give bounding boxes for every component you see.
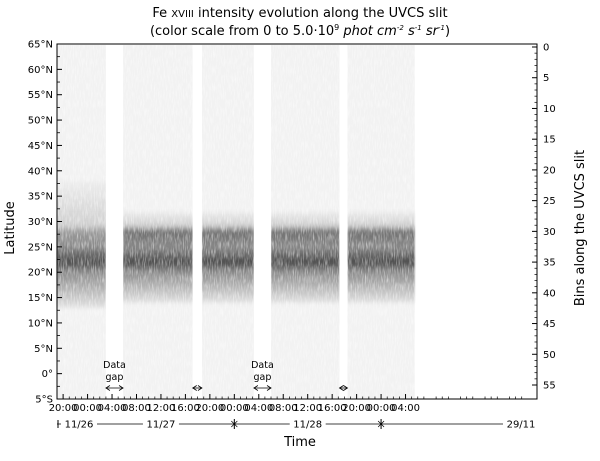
bin-tick-label: 10 bbox=[543, 104, 556, 115]
time-tick-label: 00:00 bbox=[220, 403, 249, 414]
bin-tick-label: 35 bbox=[543, 258, 556, 269]
bin-tick-label: 30 bbox=[543, 227, 556, 238]
day-label-background bbox=[61, 418, 97, 430]
y2-axis-label: Bins along the UVCS slit bbox=[573, 150, 588, 306]
observation-segment bbox=[123, 45, 193, 398]
latitude-tick-label: 35°N bbox=[28, 192, 53, 203]
latitude-tick-label: 40°N bbox=[28, 166, 53, 177]
time-tick-label: 04:00 bbox=[244, 403, 273, 414]
observation-segment bbox=[201, 45, 254, 398]
bin-tick-label: 20 bbox=[543, 165, 556, 176]
time-axis: 20:0000:0004:0008:0012:0016:0020:0000:00… bbox=[49, 394, 523, 414]
data-gap bbox=[339, 45, 348, 398]
time-tick-label: 20:00 bbox=[49, 403, 78, 414]
y-axis-label: Latitude bbox=[3, 201, 18, 255]
time-tick-label: 20:00 bbox=[342, 403, 371, 414]
day-label-background bbox=[142, 418, 179, 430]
observation-segment bbox=[271, 45, 340, 398]
day-label: 11/26 bbox=[65, 420, 94, 431]
day-axis: 11/26 11/27 11/28 29/11 bbox=[57, 418, 539, 431]
bin-tick-label: 45 bbox=[543, 319, 556, 330]
latitude-tick-label: 25°N bbox=[28, 242, 53, 253]
observation-segments bbox=[57, 45, 415, 398]
chart-title-line2: (color scale from 0 to 5.0·109 phot cm-2… bbox=[150, 23, 450, 39]
bin-tick-label: 15 bbox=[543, 135, 556, 146]
noise-texture bbox=[201, 45, 254, 398]
gap-arrow-head-left bbox=[338, 385, 344, 391]
x-axis-label: Time bbox=[283, 435, 316, 450]
time-tick-label: 00:00 bbox=[367, 403, 396, 414]
latitude-tick-label: 50°N bbox=[28, 116, 53, 127]
time-tick-label: 04:00 bbox=[391, 403, 420, 414]
noise-texture bbox=[271, 45, 340, 398]
time-tick-label: 08:00 bbox=[269, 403, 298, 414]
noise-texture bbox=[57, 45, 106, 398]
latitude-tick-label: 65°N bbox=[28, 40, 53, 51]
chart-title-line1: Fe XVIII intensity evolution along the U… bbox=[152, 6, 447, 21]
latitude-tick-label: 5°N bbox=[34, 344, 53, 355]
time-tick-label: 12:00 bbox=[147, 403, 176, 414]
day-label: 11/27 bbox=[147, 420, 176, 431]
gap-arrow-head-right bbox=[118, 385, 124, 391]
time-tick-label: 04:00 bbox=[98, 403, 127, 414]
noise-texture bbox=[347, 45, 415, 398]
data-gap bbox=[253, 45, 272, 398]
data-gap bbox=[192, 45, 202, 398]
gap-arrow-head-right bbox=[266, 385, 272, 391]
time-tick-label: 08:00 bbox=[122, 403, 151, 414]
bin-tick-label: 25 bbox=[543, 196, 556, 207]
observation-segment bbox=[347, 45, 415, 398]
gap-arrow-head-right bbox=[197, 385, 203, 391]
bin-tick-label: 5 bbox=[543, 73, 549, 84]
gap-label-line1: Data bbox=[103, 360, 126, 371]
bin-tick-label: 55 bbox=[543, 381, 556, 392]
data-gap bbox=[105, 45, 124, 398]
bins-axis: 0 5 10 15 20 25 30 35 40 45 50 55 bbox=[532, 43, 556, 392]
latitude-tick-label: 15°N bbox=[28, 293, 53, 304]
latitude-tick-label: 5°S bbox=[35, 395, 53, 406]
gap-arrow-head-left bbox=[105, 385, 111, 391]
gap-label-line2: gap bbox=[106, 372, 124, 383]
latitude-tick-label: 55°N bbox=[28, 90, 53, 101]
bin-tick-label: 50 bbox=[543, 350, 556, 361]
latitude-tick-label: 20°N bbox=[28, 268, 53, 279]
day-label: 11/28 bbox=[293, 420, 322, 431]
gap-arrow-head-right bbox=[343, 385, 349, 391]
gap-label-line2: gap bbox=[254, 372, 272, 383]
time-tick-label: 20:00 bbox=[195, 403, 224, 414]
time-tick-label: 16:00 bbox=[318, 403, 347, 414]
gap-arrow-head-left bbox=[191, 385, 197, 391]
day-separator-mark bbox=[377, 420, 385, 428]
observation-segment bbox=[57, 45, 106, 398]
day-label-background bbox=[289, 418, 326, 430]
time-tick-label: 12:00 bbox=[293, 403, 322, 414]
gap-arrow-head-left bbox=[253, 385, 259, 391]
day-label-background bbox=[503, 418, 539, 430]
latitude-axis: 65°N 60°N 55°N 50°N 45°N 40°N 35°N 30°N 25°N 20°N… bbox=[28, 40, 62, 406]
latitude-tick-label: 45°N bbox=[28, 141, 53, 152]
latitude-tick-label: 30°N bbox=[28, 217, 53, 228]
time-tick-label: 16:00 bbox=[171, 403, 200, 414]
latitude-tick-label: 60°N bbox=[28, 65, 53, 76]
latitude-tick-label: 10°N bbox=[28, 318, 53, 329]
time-tick-label: 00:00 bbox=[73, 403, 102, 414]
bin-tick-label: 40 bbox=[543, 288, 556, 299]
noise-texture bbox=[123, 45, 193, 398]
gap-label-line1: Data bbox=[251, 360, 274, 371]
day-separator-mark bbox=[231, 420, 238, 428]
latitude-tick-label: 0° bbox=[42, 369, 53, 380]
day-label: 29/11 bbox=[507, 420, 536, 431]
bin-tick-label: 0 bbox=[543, 43, 549, 54]
